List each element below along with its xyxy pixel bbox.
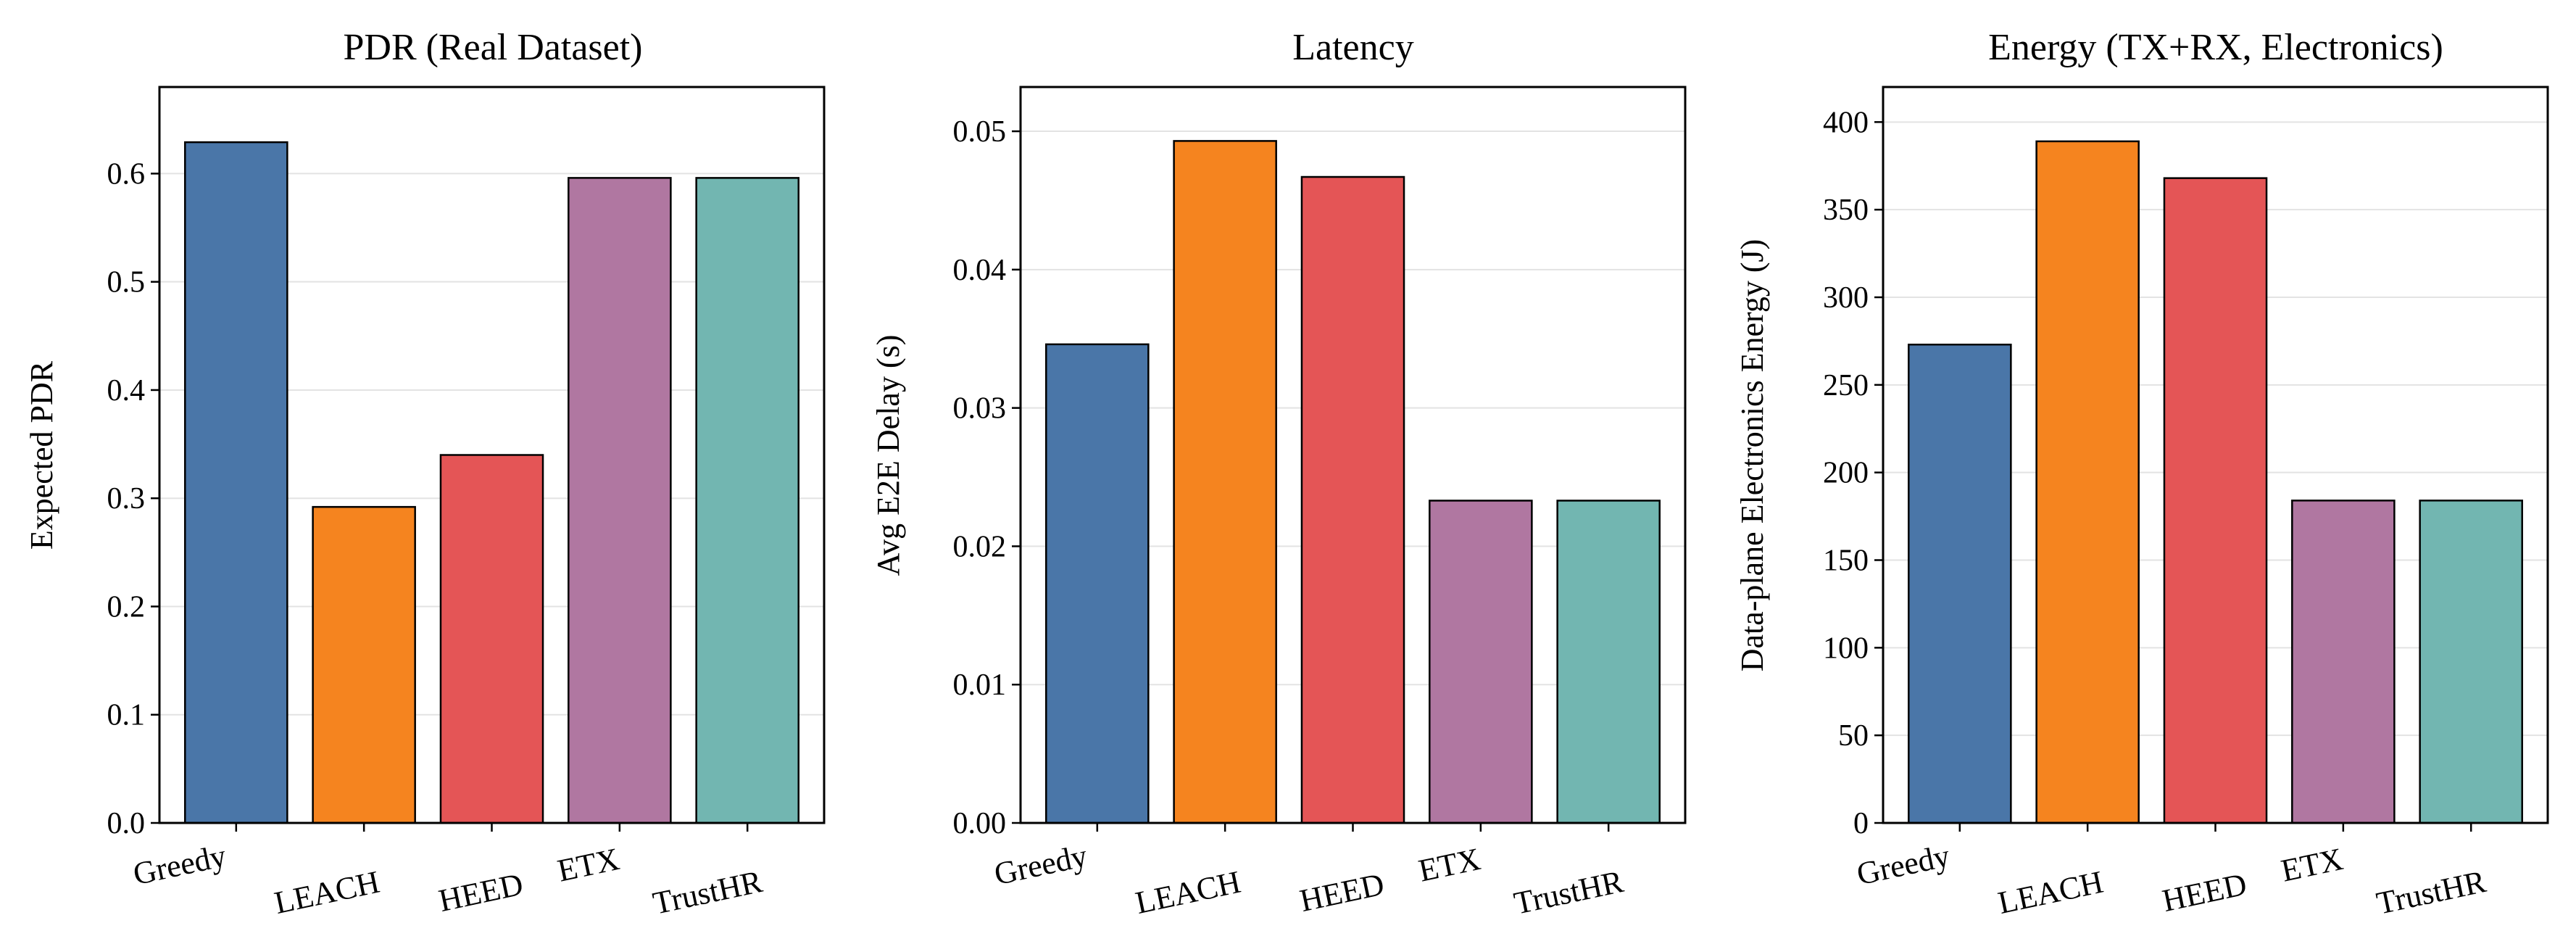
energy-y-tick-label: 350 <box>1823 194 1869 227</box>
energy-y-tick-label: 300 <box>1823 281 1869 315</box>
pdr-y-tick-label: 0.0 <box>107 807 146 840</box>
pdr-category-label: TrustHR <box>650 864 766 922</box>
energy-category-label: LEACH <box>1995 864 2106 921</box>
pdr-bar-leach <box>312 505 416 824</box>
energy-y-tick-label: 0 <box>1853 807 1869 840</box>
pdr-panel: PDR (Real Dataset) Expected PDR 0.0 0.1 0.… <box>24 27 826 922</box>
energy-category-label: ETX <box>2278 841 2346 889</box>
latency-y-axis-label: Avg E2E Delay (s) <box>871 335 906 576</box>
energy-bar-greedy <box>1908 344 2012 824</box>
latency-category-label: ETX <box>1416 841 1484 889</box>
latency-y-tick-label: 0.00 <box>953 807 1007 840</box>
energy-y-tick-label: 200 <box>1823 457 1869 490</box>
latency-category-label: TrustHR <box>1511 864 1627 922</box>
energy-bar-etx <box>2291 500 2396 824</box>
pdr-bar-greedy <box>184 141 288 824</box>
pdr-y-tick-label: 0.3 <box>107 482 146 516</box>
latency-bar-etx <box>1429 500 1533 824</box>
latency-title: Latency <box>1292 27 1413 68</box>
latency-category-label: Greedy <box>991 837 1090 892</box>
energy-category-label: Greedy <box>1853 837 1953 892</box>
pdr-y-tick-label: 0.5 <box>107 266 146 299</box>
pdr-category-label: HEED <box>436 866 526 919</box>
energy-y-axis-label: Data-plane Electronics Energy (J) <box>1734 239 1770 672</box>
latency-bar-leach <box>1173 140 1277 824</box>
latency-bar-heed <box>1300 175 1405 824</box>
pdr-bar-trusthr <box>695 177 799 824</box>
latency-y-tick-label: 0.04 <box>953 254 1007 287</box>
pdr-category-label: Greedy <box>130 837 229 892</box>
pdr-y-tick-label: 0.2 <box>107 590 146 624</box>
pdr-y-tick-label: 0.1 <box>107 699 146 732</box>
energy-y-tick-label: 100 <box>1823 632 1869 665</box>
energy-y-tick-label: 50 <box>1838 719 1869 753</box>
pdr-y-tick-label: 0.6 <box>107 157 146 191</box>
energy-panel: Energy (TX+RX, Electronics) Data-plane E… <box>1734 27 2549 922</box>
pdr-bar-etx <box>568 177 672 824</box>
energy-y-tick-label: 150 <box>1823 545 1869 578</box>
pdr-title: PDR (Real Dataset) <box>343 27 642 68</box>
pdr-y-axis-label: Expected PDR <box>24 360 59 550</box>
energy-y-tick-label: 250 <box>1823 369 1869 402</box>
energy-category-label: TrustHR <box>2374 864 2490 922</box>
pdr-y-tick-label: 0.4 <box>107 374 146 407</box>
energy-bar-heed <box>2163 177 2268 824</box>
latency-bar-trusthr <box>1556 500 1661 824</box>
energy-title: Energy (TX+RX, Electronics) <box>1988 27 2443 68</box>
latency-y-tick-label: 0.01 <box>953 669 1007 702</box>
pdr-category-label: LEACH <box>271 864 383 921</box>
latency-y-tick-label: 0.05 <box>953 115 1007 149</box>
energy-bar-trusthr <box>2419 500 2523 824</box>
energy-bar-leach <box>2035 140 2140 824</box>
latency-y-tick-label: 0.02 <box>953 530 1007 563</box>
pdr-category-label: ETX <box>554 841 623 889</box>
latency-panel: Latency Avg E2E Delay (s) 0.00 0.01 0.02 0.… <box>871 27 1687 922</box>
latency-category-label: HEED <box>1297 866 1387 919</box>
latency-y-tick-label: 0.03 <box>953 392 1007 426</box>
latency-bar-greedy <box>1045 343 1150 824</box>
energy-category-label: HEED <box>2159 866 2250 919</box>
latency-category-label: LEACH <box>1132 864 1244 921</box>
energy-y-tick-label: 400 <box>1823 106 1869 139</box>
pdr-bar-heed <box>439 454 544 824</box>
